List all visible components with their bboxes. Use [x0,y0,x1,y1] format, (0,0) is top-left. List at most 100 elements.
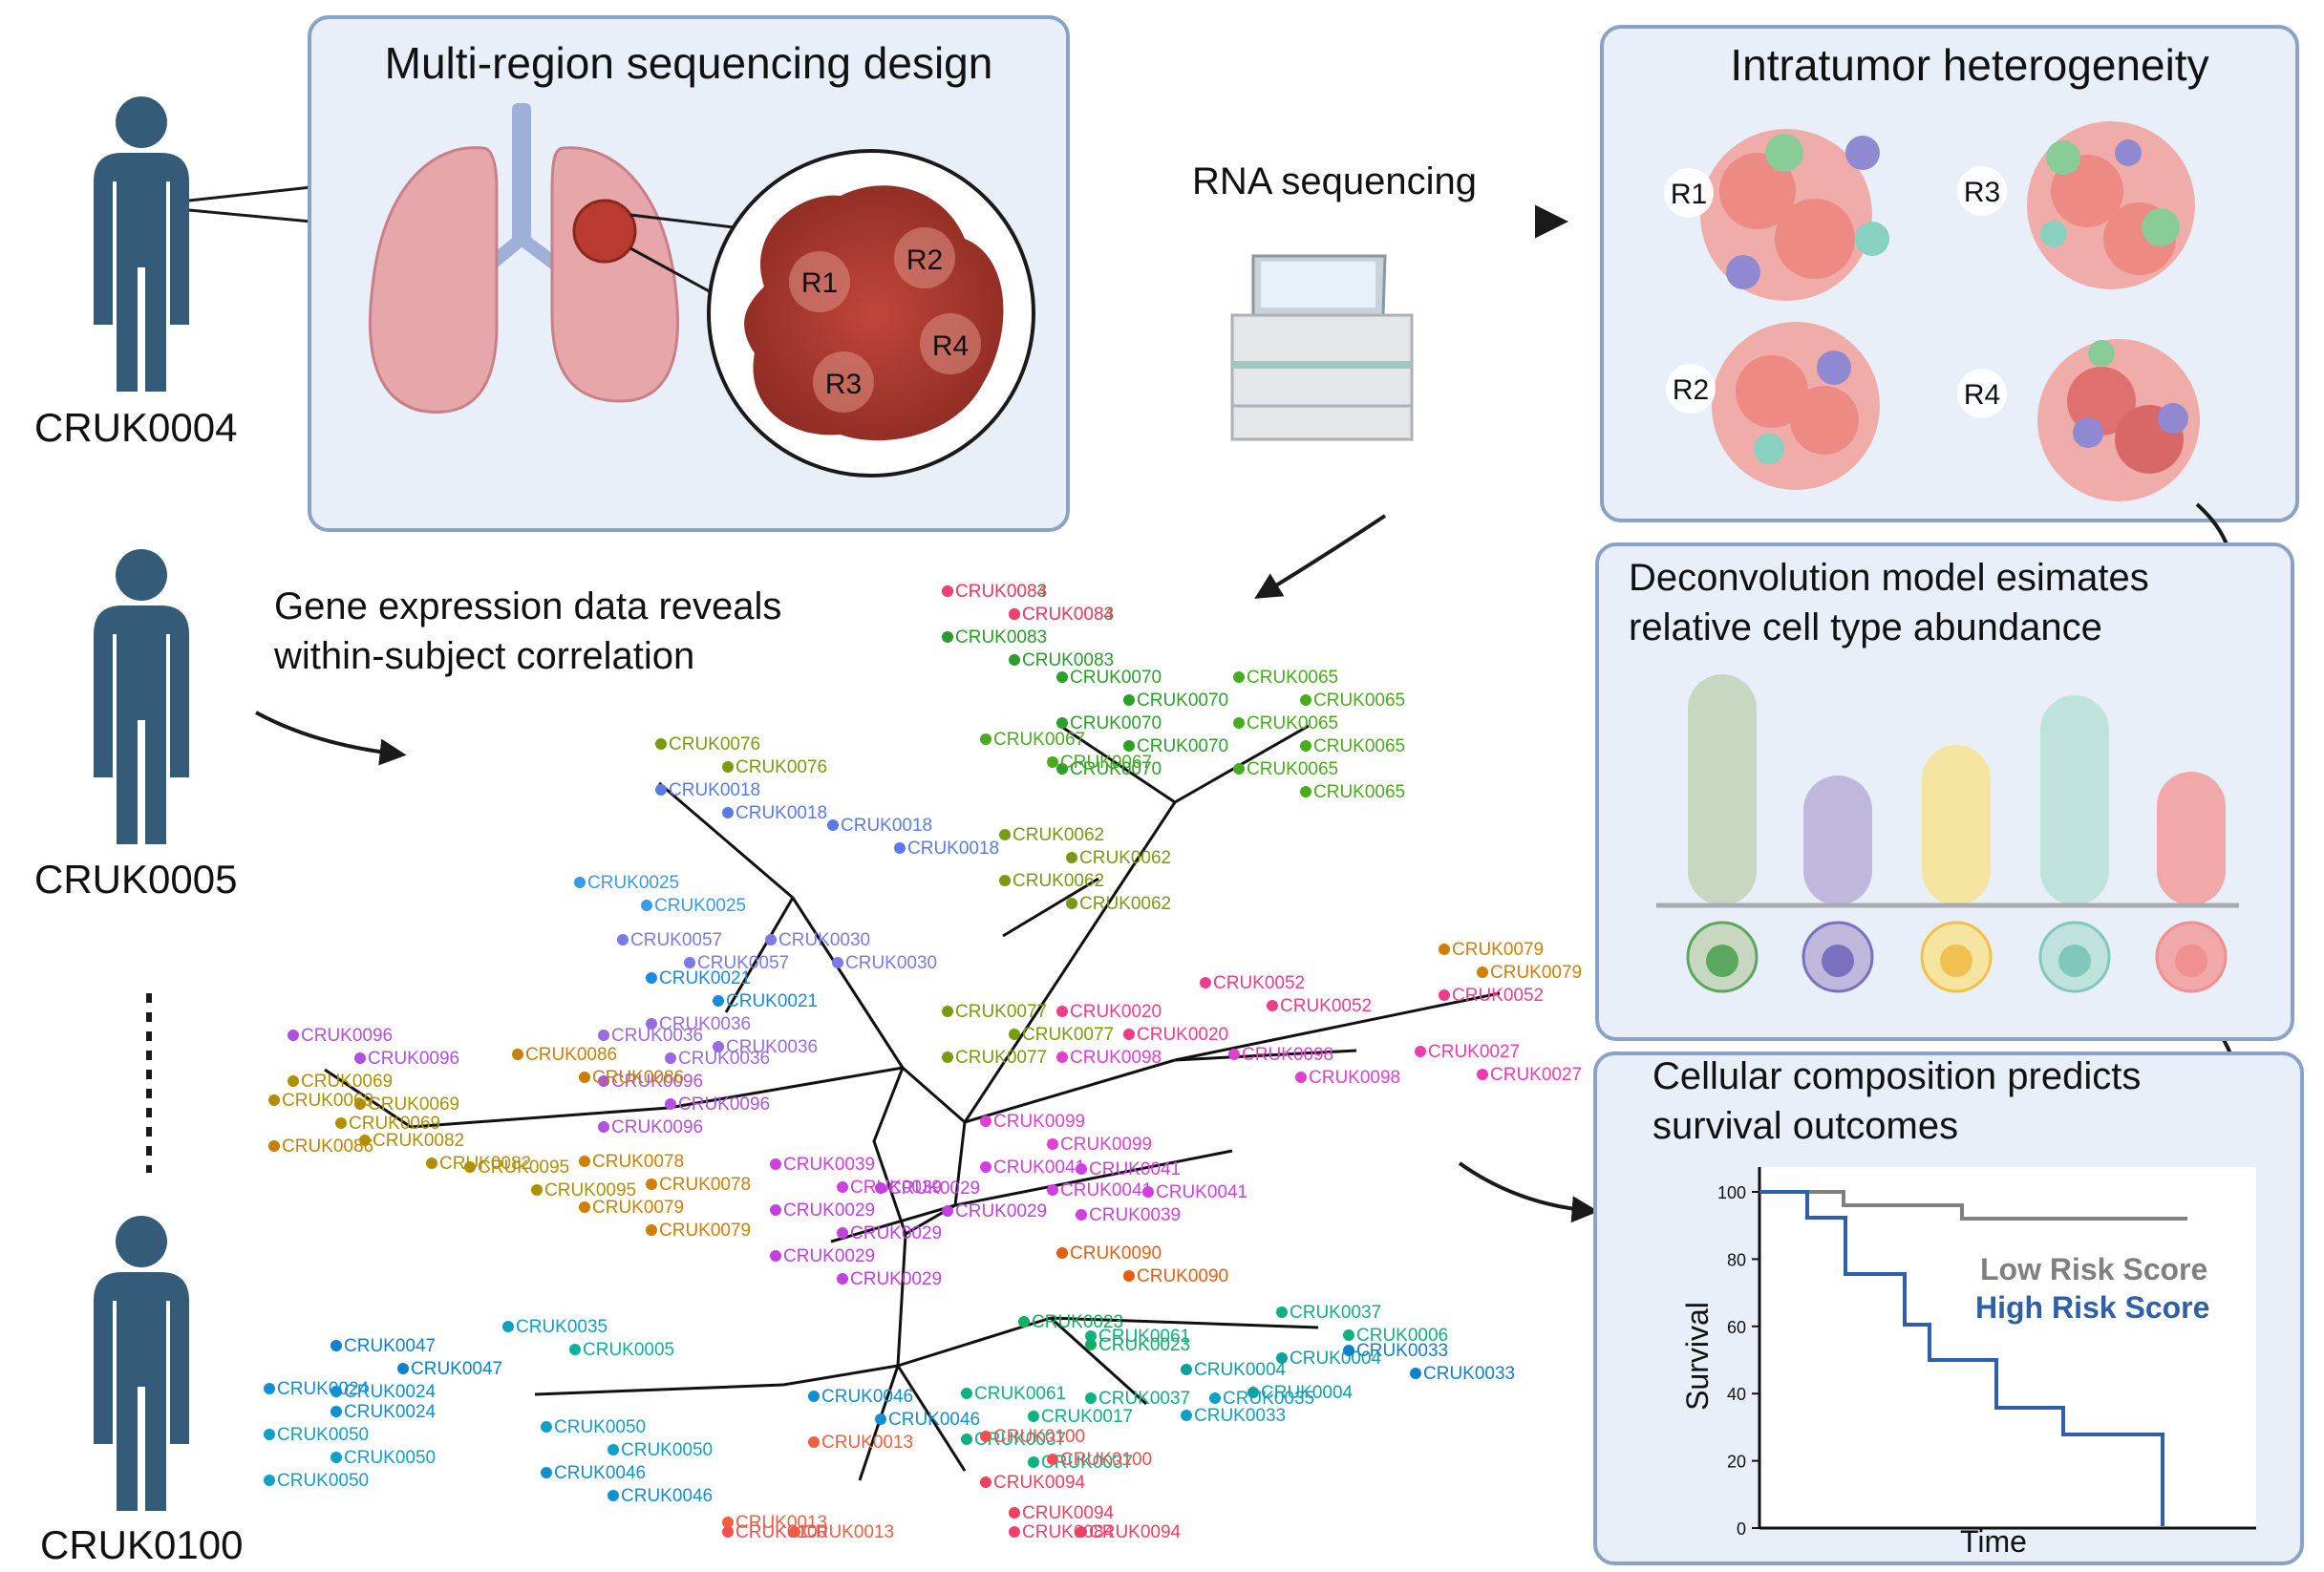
tumor-cluster-r4-icon [2037,339,2200,501]
tree-node [1233,763,1245,775]
sequencer-icon [1232,256,1412,439]
tree-leaf-label: CRUK0035 [516,1317,608,1337]
tree-node [1028,1411,1039,1422]
tree-leaf-label: CRUK0098 [1070,1048,1162,1068]
y-axis-label: Survival [1680,1302,1715,1411]
tree-leaf-label: CRUK0065 [1313,690,1405,711]
person-icon-cruk0100 [94,1216,189,1511]
tree-leaf-label: CRUK0046 [621,1486,713,1506]
deconv-title-line1: Deconvolution model esimates [1629,557,2149,599]
tree-node [1056,717,1068,729]
y-tick-label: 40 [1727,1385,1746,1404]
tree-leaf-label: CRUK0036 [678,1049,770,1069]
tree-leaf-label: CRUK0076 [736,757,827,777]
tree-node [1233,671,1245,683]
abundance-bar [1688,674,1757,905]
tree-leaf-label: CRUK0065 [1247,759,1338,779]
person-icon-cruk0004 [94,96,189,392]
tree-node [808,1436,820,1448]
tree-node [770,1204,781,1216]
tree-leaf-label: CRUK0046 [888,1410,980,1430]
tree-leaf-label: CRUK0084 [1022,605,1115,625]
tree-node [598,1121,609,1133]
tree-node [502,1321,514,1332]
tree-leaf-label: CRUK0024 [344,1402,437,1422]
tree-leaf-label: CRUK0035 [1223,1389,1314,1409]
tree-leaf-label: CRUK0018 [907,839,999,859]
y-tick-label: 20 [1727,1453,1746,1472]
tree-leaf-label: CRUK0061 [1098,1327,1190,1347]
tree-leaf-label: CRUK0079 [659,1221,751,1241]
tree-leaf-label: CRUK0025 [654,896,746,916]
tree-node [579,1156,590,1167]
tree-leaf-label: CRUK0018 [841,816,932,836]
tree-leaf-label: CRUK0096 [678,1094,770,1115]
y-tick-label: 0 [1737,1519,1746,1539]
itx-region-r4: R4 [1964,379,2000,411]
tree-node [980,1476,991,1488]
tree-leaf-label: CRUK0018 [669,780,760,800]
tree-node [579,1072,590,1083]
tree-node [1076,1209,1087,1221]
tree-node [655,784,667,796]
tree-node [1123,1029,1135,1040]
itx-panel: Intratumor heterogeneity R1 R3 [1602,27,2297,520]
tree-leaf-label: CRUK0083 [955,627,1047,648]
tree-leaf-label: CRUK0041 [1156,1182,1247,1202]
tree-leaf-label: CRUK0090 [1137,1266,1228,1286]
tree-node [1300,694,1311,706]
tree-leaf-label: CRUK0061 [974,1384,1066,1404]
tree-node [264,1475,275,1486]
cell-nucleus [2058,945,2091,977]
tree-leaf-label: CRUK0037 [1290,1303,1381,1323]
abundance-bar [1922,745,1991,905]
tree-node [1009,1526,1020,1538]
tree-leaf-label: CRUK0090 [1070,1243,1162,1264]
tree-node [288,1030,299,1041]
tree-leaf-label: CRUK0033 [1423,1364,1515,1384]
tree-leaf-label: CRUK0052 [1280,996,1372,1016]
tree-branch [783,1366,898,1385]
tree-node [1276,1306,1288,1318]
abundance-bar [1803,775,1872,905]
tree-leaf-label: CRUK0070 [1070,668,1162,688]
tree-node [1056,1247,1068,1259]
tree-node [541,1467,552,1478]
tree-node [980,1161,991,1173]
deconv-title-line2: relative cell type abundance [1629,606,2102,648]
gene-title-line2: within-subject correlation [273,635,694,677]
tree-leaf-label: CRUK0095 [478,1158,569,1178]
survival-panel: Cellular composition predicts survival o… [1595,1053,2302,1563]
tree-node [1056,1006,1068,1017]
abundance-bar [2040,695,2109,905]
tree-node [894,842,906,854]
tree-node [608,1444,619,1455]
tree-node [1009,608,1020,620]
gene-title-line1: Gene expression data reveals [274,585,781,627]
region-label-r1: R1 [801,267,838,299]
itx-region-r2: R2 [1673,374,1709,406]
tree-node [569,1344,581,1355]
tree-leaf-label: CRUK0069 [301,1072,393,1092]
tree-leaf-label: CRUK0039 [783,1155,875,1175]
tree-node [1066,898,1077,909]
tree-node [722,807,734,818]
tree-leaf-label: CRUK0062 [1013,825,1104,845]
tree-node [942,1205,953,1217]
tree-node [1142,1186,1154,1198]
tree-node [1009,1507,1020,1519]
tree-leaf-label: CRUK0065 [1313,782,1405,802]
tree-node [770,1250,781,1262]
tree-leaf-label: CRUK0033 [1356,1341,1448,1361]
subject-label: CRUK0100 [40,1522,243,1567]
tree-leaf-label: CRUK0041 [1060,1180,1152,1200]
tree-leaf-label: CRUK0029 [850,1223,942,1243]
tree-leaf-label: CRUK0047 [344,1336,436,1356]
tree-leaf-label: CRUK0070 [1137,690,1228,711]
tree-node [1056,671,1068,683]
tree-node [1477,1069,1488,1080]
tree-leaf-label: CRUK0027 [1428,1042,1520,1062]
tree-leaf-label: CRUK0046 [821,1387,913,1407]
tree-leaf-label: CRUK0076 [669,734,760,754]
tree-node [980,1115,991,1127]
